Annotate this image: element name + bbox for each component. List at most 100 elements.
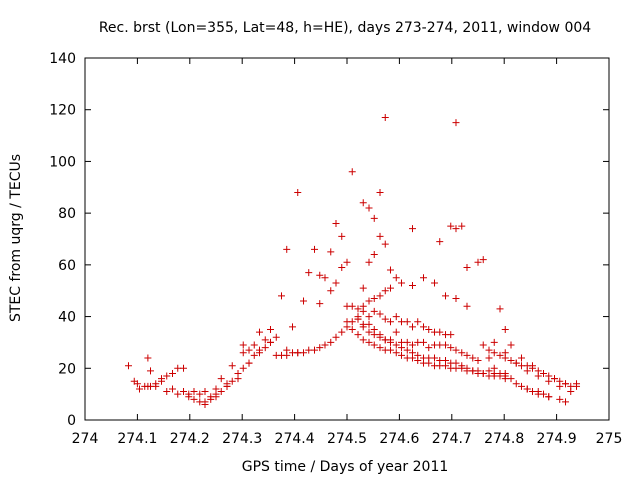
data-point xyxy=(300,297,308,305)
data-point xyxy=(359,336,367,344)
data-point xyxy=(420,338,428,346)
data-point xyxy=(397,351,405,359)
data-point xyxy=(266,326,274,333)
data-point xyxy=(545,377,553,385)
data-point xyxy=(190,395,198,403)
data-point xyxy=(305,269,313,277)
data-point xyxy=(474,258,482,266)
x-tick-label: 274.5 xyxy=(327,431,367,447)
data-point xyxy=(452,225,460,233)
data-point xyxy=(365,313,373,321)
data-point xyxy=(370,251,378,259)
data-point xyxy=(338,232,346,240)
data-point xyxy=(376,188,384,196)
data-point xyxy=(212,390,220,398)
x-tick-label: 274.1 xyxy=(117,431,157,447)
data-point xyxy=(144,354,152,362)
data-point xyxy=(135,385,143,393)
data-point xyxy=(409,349,416,357)
data-point xyxy=(289,323,297,331)
data-point xyxy=(359,302,367,310)
data-point xyxy=(386,266,394,274)
data-point xyxy=(332,219,340,227)
data-point xyxy=(348,168,356,176)
data-point xyxy=(370,307,378,315)
data-point xyxy=(436,238,444,246)
data-point xyxy=(327,287,335,295)
y-tick-label: 20 xyxy=(58,361,76,377)
data-point xyxy=(501,349,509,357)
x-tick-label: 274.8 xyxy=(484,431,524,447)
data-point xyxy=(447,344,455,352)
data-point xyxy=(185,393,193,401)
data-point xyxy=(512,380,520,388)
data-point xyxy=(239,349,247,357)
x-tick-label: 274 xyxy=(72,431,99,447)
data-point xyxy=(381,336,389,344)
data-point xyxy=(474,367,482,375)
data-point xyxy=(392,274,400,282)
data-point xyxy=(316,344,324,352)
data-point xyxy=(376,232,384,240)
data-point xyxy=(152,382,160,390)
data-point xyxy=(381,315,389,323)
data-point xyxy=(365,258,373,266)
data-point xyxy=(458,349,466,357)
data-point xyxy=(447,222,455,230)
data-point xyxy=(490,338,498,346)
data-point xyxy=(534,372,542,380)
x-tick-label: 274.3 xyxy=(222,431,262,447)
data-point xyxy=(442,357,450,365)
data-point xyxy=(479,341,487,349)
data-point xyxy=(463,302,471,310)
y-tick-label: 60 xyxy=(58,258,76,274)
data-point xyxy=(321,274,329,282)
data-point xyxy=(370,326,378,333)
y-tick-label: 40 xyxy=(58,310,76,326)
data-point xyxy=(442,341,450,349)
data-point xyxy=(133,380,141,388)
data-point xyxy=(414,351,422,359)
data-point xyxy=(376,344,384,352)
data-point xyxy=(409,282,416,290)
data-point xyxy=(261,344,269,352)
data-point xyxy=(485,367,493,375)
y-tick-label: 140 xyxy=(49,51,76,67)
data-point xyxy=(311,245,319,253)
data-point xyxy=(163,388,171,396)
data-point xyxy=(261,336,269,344)
y-axis-ticks: 0 20 40 60 80 100 120 140 xyxy=(49,51,609,429)
data-point xyxy=(338,328,346,336)
data-point xyxy=(239,341,247,349)
data-point xyxy=(180,364,188,372)
data-point xyxy=(359,284,367,292)
data-point xyxy=(573,382,581,390)
data-point xyxy=(376,310,384,318)
data-point xyxy=(180,388,188,396)
data-point xyxy=(201,398,209,406)
data-point xyxy=(370,341,378,349)
data-point xyxy=(403,318,411,326)
data-point xyxy=(228,362,236,370)
data-point xyxy=(332,279,340,287)
data-point xyxy=(528,362,536,370)
data-point xyxy=(545,393,553,401)
data-point xyxy=(556,395,564,403)
data-point xyxy=(228,377,236,385)
data-point xyxy=(562,398,570,406)
data-point xyxy=(294,349,302,357)
data-point xyxy=(496,369,504,377)
data-point xyxy=(354,331,362,339)
data-point xyxy=(147,367,154,375)
data-point xyxy=(365,204,373,212)
data-point xyxy=(452,346,460,354)
data-point xyxy=(469,354,477,362)
data-point xyxy=(479,369,487,377)
data-point xyxy=(376,331,384,339)
data-point xyxy=(452,294,460,302)
data-point xyxy=(386,346,394,354)
data-points xyxy=(124,113,581,408)
data-point xyxy=(463,263,471,271)
chart-title: Rec. brst (Lon=355, Lat=48, h=HE), days … xyxy=(99,20,591,36)
data-point xyxy=(507,375,515,383)
